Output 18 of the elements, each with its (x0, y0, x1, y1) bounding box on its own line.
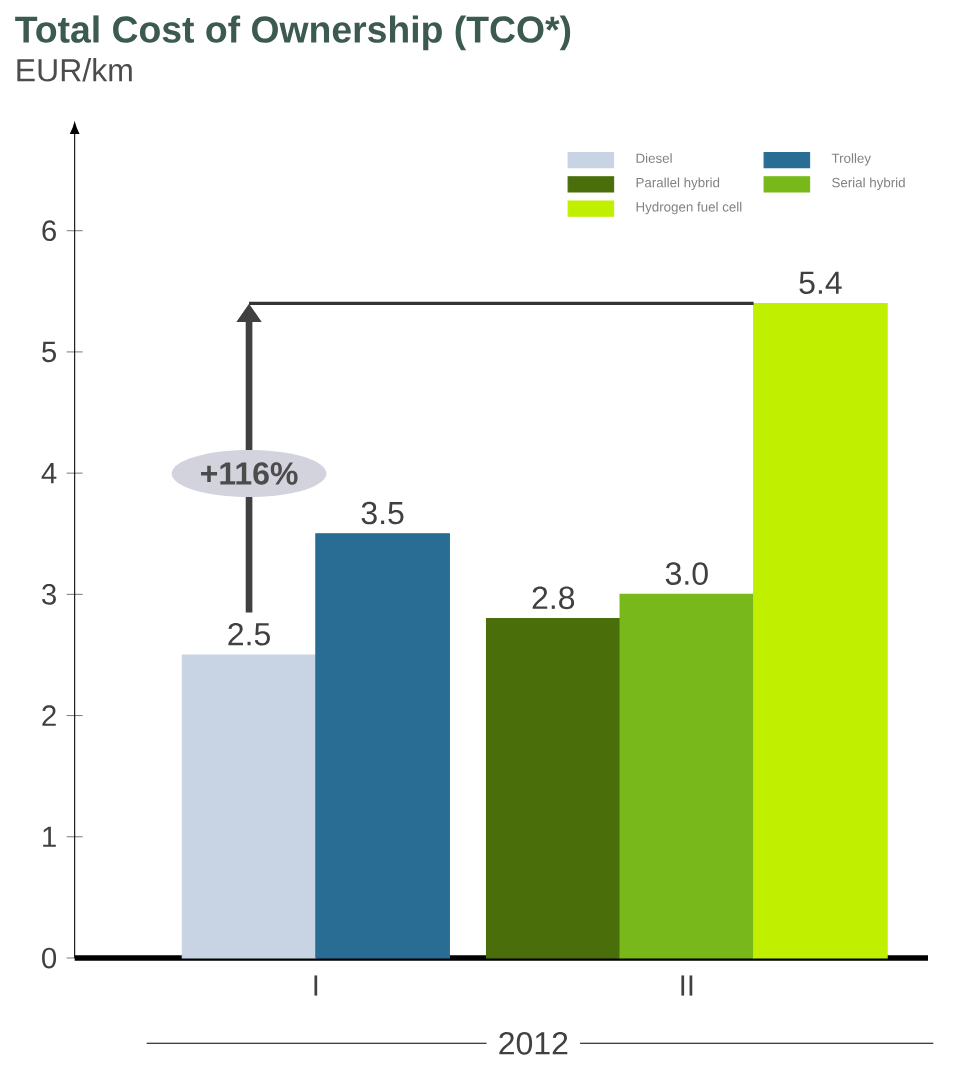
x-tick-label: I (314, 975, 318, 996)
x-axis-title: 2012 (499, 1032, 568, 1055)
y-axis-title: EUR/km (17, 58, 132, 82)
y-tick-label: 4 (41, 463, 57, 484)
y-tick-label: 5 (42, 341, 56, 363)
y-tick-label: 6 (42, 220, 56, 242)
data-label: 2.8 (532, 586, 575, 610)
y-tick-label: 2 (42, 705, 56, 726)
data-label: 3.5 (361, 501, 404, 525)
chart-title: Total Cost of Ownership (TCO*) (15, 15, 571, 51)
y-tick-label: 1 (43, 826, 56, 847)
data-label: 2.5 (228, 622, 270, 646)
data-label: 3.0 (665, 562, 708, 585)
y-tick-label: 3 (42, 584, 56, 605)
data-label: 5.4 (799, 271, 842, 295)
annotation: +116% (201, 462, 298, 485)
y-tick-label: 0 (42, 947, 57, 969)
x-tick-label: II (681, 975, 693, 996)
